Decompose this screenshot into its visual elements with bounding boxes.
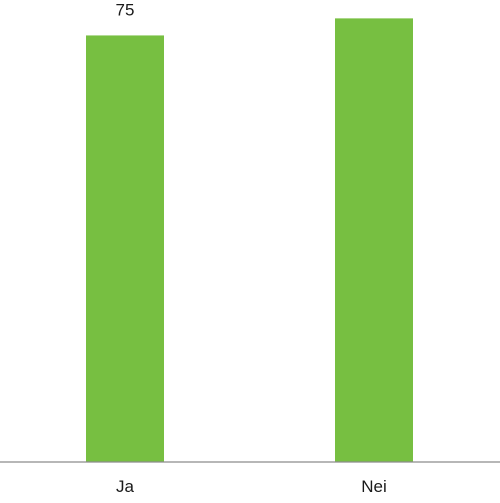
bar-nei xyxy=(335,18,413,462)
data-labels-group: 75 78 xyxy=(116,0,384,19)
data-label-nei: 78 xyxy=(365,0,384,2)
x-tick-labels-group: Ja Nei xyxy=(116,477,387,496)
bar-ja xyxy=(86,35,164,462)
x-tick-label-nei: Nei xyxy=(361,477,387,496)
data-label-ja: 75 xyxy=(116,0,135,19)
x-tick-label-ja: Ja xyxy=(116,477,135,496)
bars-group xyxy=(86,18,413,462)
